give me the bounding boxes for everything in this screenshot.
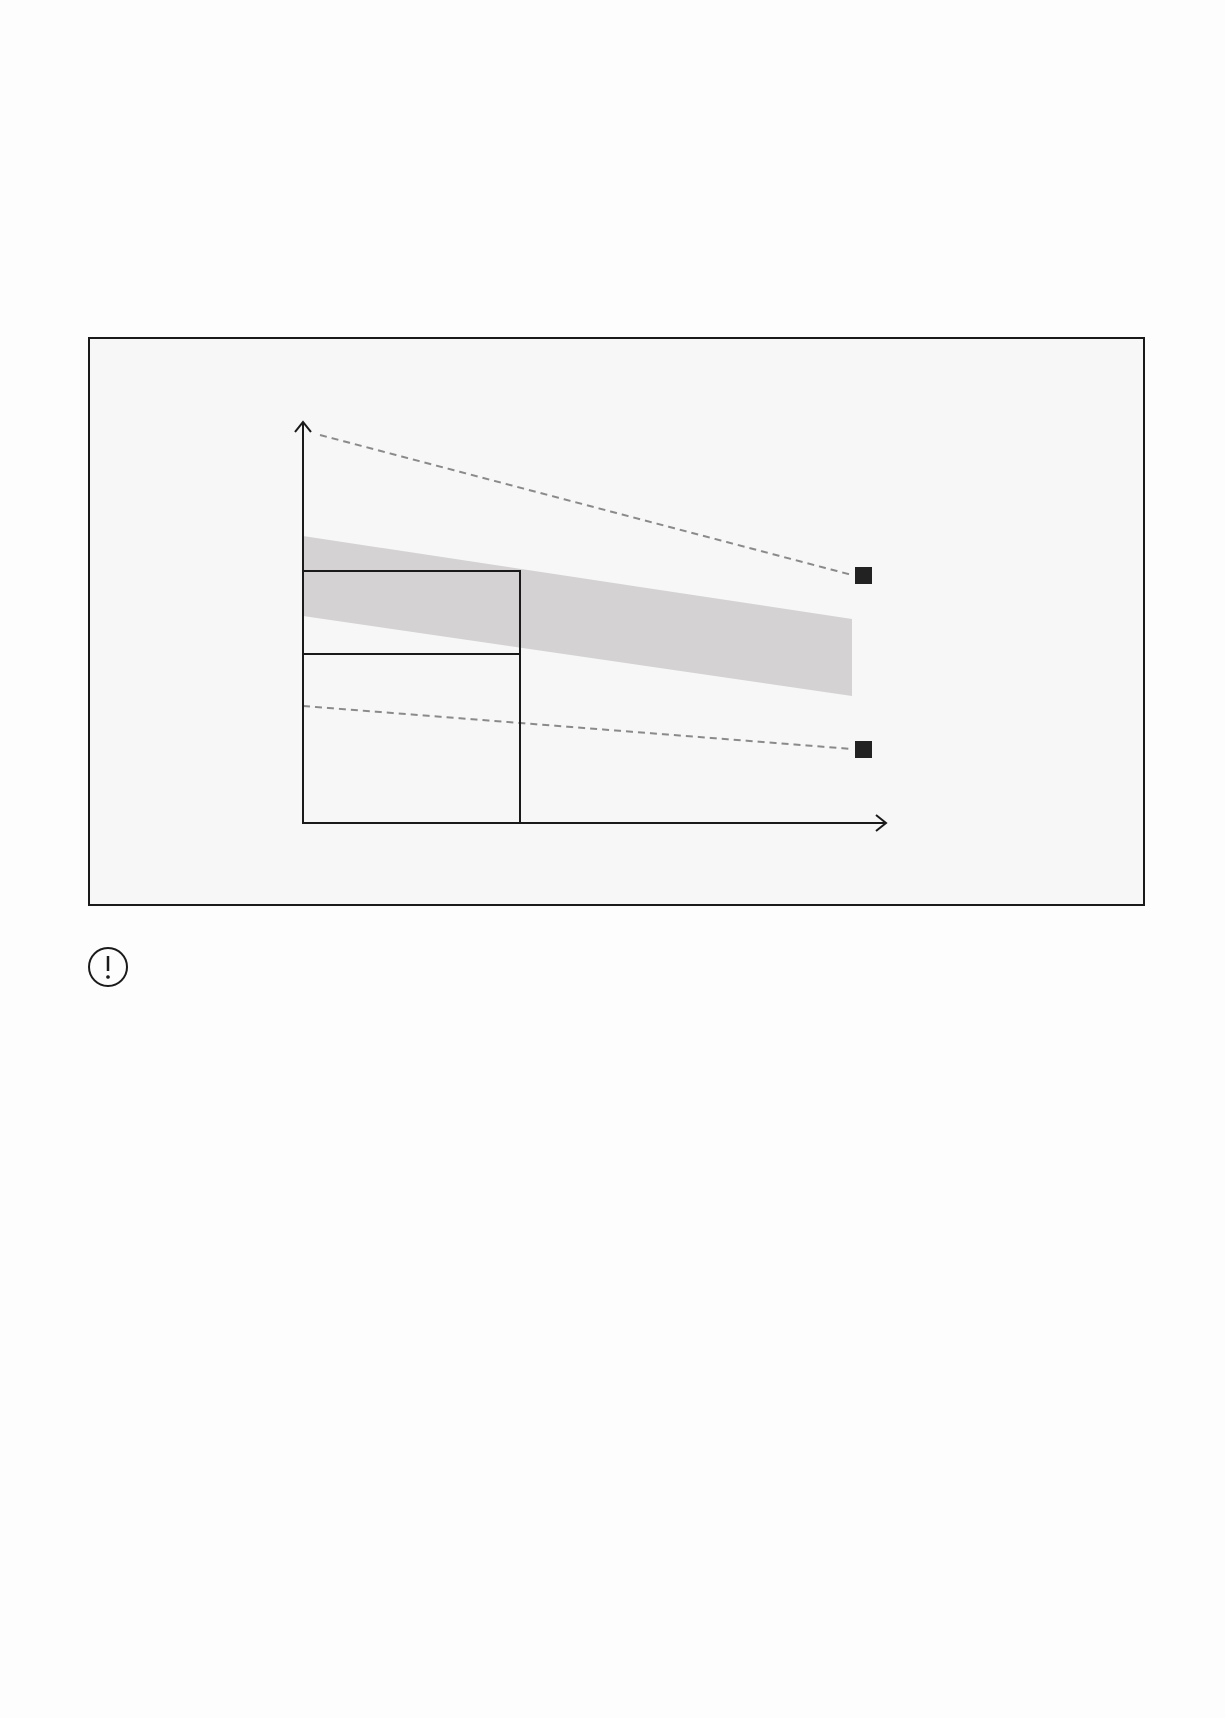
lower-marker	[855, 741, 872, 758]
upper-marker	[855, 567, 872, 584]
y-axis-arrowhead	[294, 420, 312, 433]
alert-circle-icon	[88, 947, 128, 987]
upper-dashed-line	[319, 434, 853, 576]
x-axis-arrowhead	[875, 814, 888, 832]
lower-dashed-line	[302, 705, 853, 750]
shaded-band	[303, 536, 852, 696]
